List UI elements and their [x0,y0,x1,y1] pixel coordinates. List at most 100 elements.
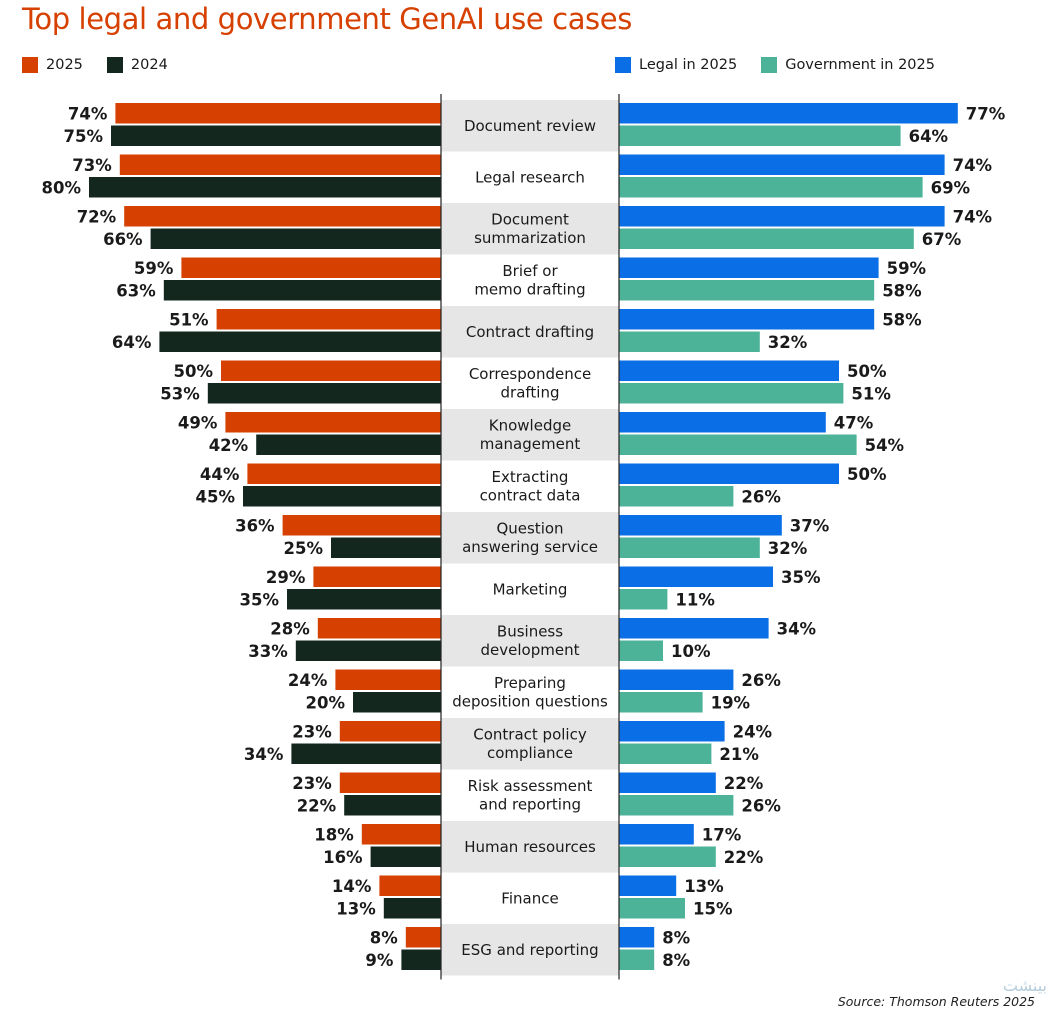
bar-government-in-2025-risk-assessment-and-reporting [619,795,734,816]
category-label-correspondence-drafting: Correspondence [469,365,591,383]
value-label-government-in-2025-knowledge-management: 54% [865,436,905,455]
value-label-legal-in-2025-brief-or-memo-drafting: 59% [887,259,927,278]
bar-government-in-2025-marketing [619,589,668,610]
value-label-2025-contract-policy-compliance: 23% [292,722,332,741]
category-label-brief-or-memo-drafting: memo drafting [474,281,585,299]
bar-government-in-2025-finance [619,898,685,919]
value-label-2025-document-summarization: 72% [77,207,117,226]
bar-2024-contract-policy-compliance [291,743,441,764]
category-label-extracting-contract-data: Extracting [492,468,569,486]
value-label-government-in-2025-document-summarization: 67% [922,230,962,249]
bar-2024-brief-or-memo-drafting [163,280,442,301]
legend-left: 2025 2024 [22,57,168,73]
category-label-contract-policy-compliance: Contract policy [473,726,587,744]
value-label-2024-esg-and-reporting: 9% [365,951,393,970]
value-label-legal-in-2025-knowledge-management: 47% [834,413,874,432]
bar-legal-in-2025-business-development [619,618,769,639]
bar-2025-extracting-contract-data [247,463,441,484]
category-label-business-development: Business [497,623,563,641]
category-label-document-summarization: summarization [474,229,586,247]
legend-right: Legal in 2025 Government in 2025 [615,57,935,73]
bar-legal-in-2025-document-summarization [619,206,945,227]
category-label-contract-policy-compliance: compliance [487,744,573,762]
value-label-legal-in-2025-human-resources: 17% [702,825,742,844]
category-label-question-answering-service: Question [496,520,563,538]
category-label-preparing-deposition-questions: deposition questions [452,693,608,711]
bar-2024-extracting-contract-data [243,486,441,507]
value-label-government-in-2025-correspondence-drafting: 51% [851,384,891,403]
value-label-government-in-2025-question-answering-service: 32% [768,539,808,558]
value-label-government-in-2025-extracting-contract-data: 26% [741,487,781,506]
bar-legal-in-2025-preparing-deposition-questions [619,669,734,690]
value-label-2025-document-review: 74% [68,104,108,123]
value-label-2025-extracting-contract-data: 44% [200,465,240,484]
bar-2024-knowledge-management [256,434,441,455]
value-label-legal-in-2025-preparing-deposition-questions: 26% [741,671,781,690]
value-label-government-in-2025-finance: 15% [693,899,733,918]
bar-legal-in-2025-contract-drafting [619,309,875,330]
value-label-government-in-2025-esg-and-reporting: 8% [662,951,690,970]
value-label-2024-contract-policy-compliance: 34% [244,745,284,764]
legend-label-legal-2025: Legal in 2025 [639,57,738,73]
category-label-correspondence-drafting: drafting [501,384,560,402]
value-label-2024-legal-research: 80% [42,178,82,197]
value-label-2024-contract-drafting: 64% [112,333,152,352]
category-band-business-development [441,615,619,667]
value-label-legal-in-2025-risk-assessment-and-reporting: 22% [724,774,764,793]
category-band-esg-and-reporting [441,924,619,976]
bar-government-in-2025-preparing-deposition-questions [619,692,703,713]
value-label-government-in-2025-preparing-deposition-questions: 19% [711,693,751,712]
bar-government-in-2025-esg-and-reporting [619,949,655,970]
value-label-government-in-2025-contract-policy-compliance: 21% [719,745,759,764]
bar-legal-in-2025-extracting-contract-data [619,463,839,484]
bar-2024-document-review [111,125,441,146]
value-label-legal-in-2025-legal-research: 74% [953,156,993,175]
bar-government-in-2025-contract-drafting [619,331,760,352]
bar-legal-in-2025-human-resources [619,824,694,845]
category-label-brief-or-memo-drafting: Brief or [502,262,558,280]
bar-government-in-2025-document-review [619,125,901,146]
value-label-2025-correspondence-drafting: 50% [174,362,214,381]
value-label-legal-in-2025-esg-and-reporting: 8% [662,928,690,947]
value-label-2025-finance: 14% [332,877,372,896]
value-label-2024-brief-or-memo-drafting: 63% [116,281,156,300]
value-label-government-in-2025-risk-assessment-and-reporting: 26% [741,796,781,815]
value-label-2024-marketing: 35% [240,590,280,609]
bar-2024-marketing [287,589,441,610]
category-label-marketing: Marketing [493,580,568,598]
value-label-government-in-2025-document-review: 64% [909,127,949,146]
legend-label-government-2025: Government in 2025 [785,57,935,73]
source-note: Source: Thomson Reuters 2025 [837,994,1035,1009]
category-label-finance: Finance [501,889,558,907]
category-band-knowledge-management [441,409,619,461]
value-label-government-in-2025-human-resources: 22% [724,848,764,867]
legend-swatch-2024 [106,57,123,73]
value-label-2024-question-answering-service: 25% [284,539,324,558]
value-label-2024-document-review: 75% [64,127,104,146]
category-band-contract-drafting [441,306,619,358]
value-label-2024-business-development: 33% [248,642,288,661]
bar-2025-esg-and-reporting [405,927,441,948]
value-label-2025-brief-or-memo-drafting: 59% [134,259,174,278]
value-label-legal-in-2025-finance: 13% [684,877,724,896]
bar-2024-human-resources [370,846,441,867]
value-label-2024-document-summarization: 66% [103,230,143,249]
value-label-legal-in-2025-extracting-contract-data: 50% [847,465,887,484]
bar-2024-legal-research [89,177,441,198]
bar-legal-in-2025-document-review [619,103,958,124]
category-label-knowledge-management: management [480,435,581,453]
bar-2025-marketing [313,566,441,587]
bar-legal-in-2025-question-answering-service [619,515,782,536]
bar-legal-in-2025-knowledge-management [619,412,826,433]
value-label-2024-preparing-deposition-questions: 20% [306,693,346,712]
bar-government-in-2025-human-resources [619,846,716,867]
legend-label-2024: 2024 [130,57,168,73]
value-label-legal-in-2025-correspondence-drafting: 50% [847,362,887,381]
value-label-2025-knowledge-management: 49% [178,413,218,432]
value-label-government-in-2025-legal-research: 69% [931,178,971,197]
bar-2024-finance [383,898,441,919]
bar-government-in-2025-brief-or-memo-drafting [619,280,875,301]
value-label-2025-human-resources: 18% [314,825,354,844]
legend-swatch-government-2025 [761,57,778,73]
